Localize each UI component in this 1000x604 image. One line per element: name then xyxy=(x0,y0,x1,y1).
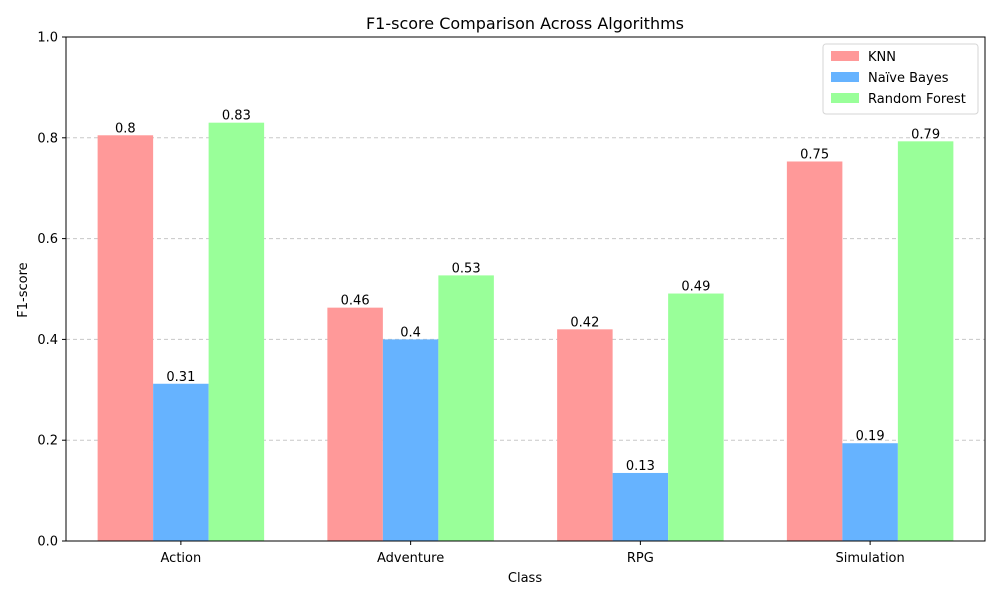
bar-value-label: 0.75 xyxy=(800,147,829,162)
legend: KNN Naïve Bayes Random Forest xyxy=(822,43,979,115)
bar xyxy=(382,339,439,541)
y-tick-label: 0.4 xyxy=(37,333,58,348)
legend-label: KNN xyxy=(868,50,896,65)
bar-value-label: 0.31 xyxy=(166,370,195,385)
y-tick-label: 0.0 xyxy=(37,535,58,550)
legend-label: Random Forest xyxy=(868,92,966,107)
plot-frame xyxy=(65,36,986,542)
bar-value-label: 0.13 xyxy=(626,459,655,474)
y-tick-label: 0.2 xyxy=(37,434,58,449)
bar xyxy=(786,161,843,541)
bars xyxy=(97,122,954,542)
axes: 0.0 0.2 0.4 0.6 0.8 1.0 Action Adventure RPG Simu… xyxy=(37,31,986,566)
legend-swatch xyxy=(831,72,859,82)
bar-value-label: 0.4 xyxy=(400,325,421,340)
legend-swatch xyxy=(831,93,859,103)
x-tick-label: Adventure xyxy=(377,551,444,566)
x-tick-label: RPG xyxy=(627,551,654,566)
x-tick-label: Simulation xyxy=(836,551,905,566)
bar-value-label: 0.42 xyxy=(570,315,599,330)
bar xyxy=(208,122,265,542)
x-tick-label: Action xyxy=(161,551,202,566)
bar xyxy=(327,307,383,541)
bar-value-label: 0.53 xyxy=(452,261,481,276)
bar-value-label: 0.79 xyxy=(911,127,940,142)
y-axis-label: F1-score xyxy=(16,262,31,317)
x-axis-label: Class xyxy=(508,571,542,586)
y-tick-label: 0.6 xyxy=(37,232,58,247)
bar xyxy=(842,443,898,541)
legend-swatch xyxy=(831,51,859,61)
legend-label: Naïve Bayes xyxy=(868,71,949,86)
bar xyxy=(668,293,724,541)
bar xyxy=(557,329,613,541)
bar xyxy=(612,472,669,541)
legend-box xyxy=(822,43,979,115)
bar xyxy=(153,383,209,541)
bar-value-labels: 0.8 0.31 0.83 0.46 0.4 0.53 0.42 0.13 0.49 0.75 0.… xyxy=(115,109,940,474)
bar xyxy=(438,275,494,541)
bar-value-label: 0.19 xyxy=(856,429,885,444)
y-tick-label: 0.8 xyxy=(37,131,58,146)
bar-value-label: 0.49 xyxy=(681,280,710,295)
bar xyxy=(897,141,954,541)
bar-value-label: 0.83 xyxy=(222,109,251,124)
bar-value-label: 0.46 xyxy=(341,294,370,309)
y-tick-label: 1.0 xyxy=(37,31,58,46)
chart-title: F1-score Comparison Across Algorithms xyxy=(366,14,684,33)
bar-value-label: 0.8 xyxy=(115,121,136,136)
bar xyxy=(97,135,154,541)
